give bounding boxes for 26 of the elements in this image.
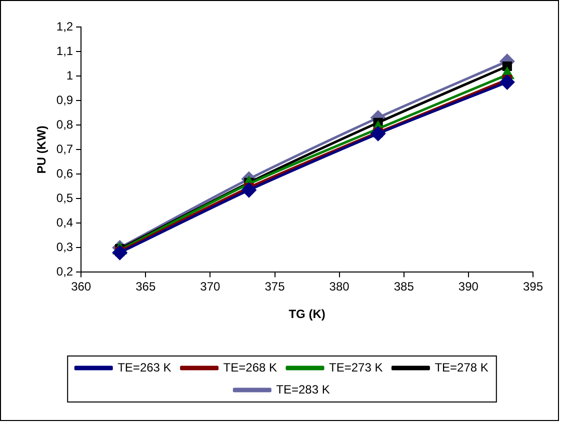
legend-label: TE=268 K [223,360,277,374]
x-tick-label: 380 [329,280,350,294]
y-tick-label: 0,4 [56,215,74,230]
y-tick-label: 1,2 [56,19,74,34]
y-axis-title: PU (KW) [34,126,49,174]
legend-label: TE=278 K [434,360,488,374]
x-axis-title: TG (K) [288,307,326,322]
x-tick-label: 370 [200,280,221,294]
y-tick-label: 0,6 [56,166,74,180]
y-tick-label: 0,2 [56,264,74,279]
x-tick-label: 385 [394,280,414,294]
x-tick-label: 390 [458,280,479,294]
x-tick-label: 365 [136,280,156,294]
y-tick-label: 0,5 [56,190,74,205]
x-tick-label: 395 [522,280,544,294]
x-tick-label: 360 [71,280,92,294]
y-tick-label: 1,1 [56,44,74,58]
y-tick-label: 0,8 [56,117,74,132]
legend-label: TE=263 K [118,360,172,374]
y-tick-label: 0,7 [56,142,74,156]
y-tick-label: 1 [66,68,74,82]
x-tick-label: 375 [264,280,286,294]
legend-label: TE=283 K [276,382,330,396]
legend-label: TE=273 K [329,360,383,374]
y-tick-label: 0,9 [56,92,74,107]
y-tick-label: 0,3 [56,240,74,254]
